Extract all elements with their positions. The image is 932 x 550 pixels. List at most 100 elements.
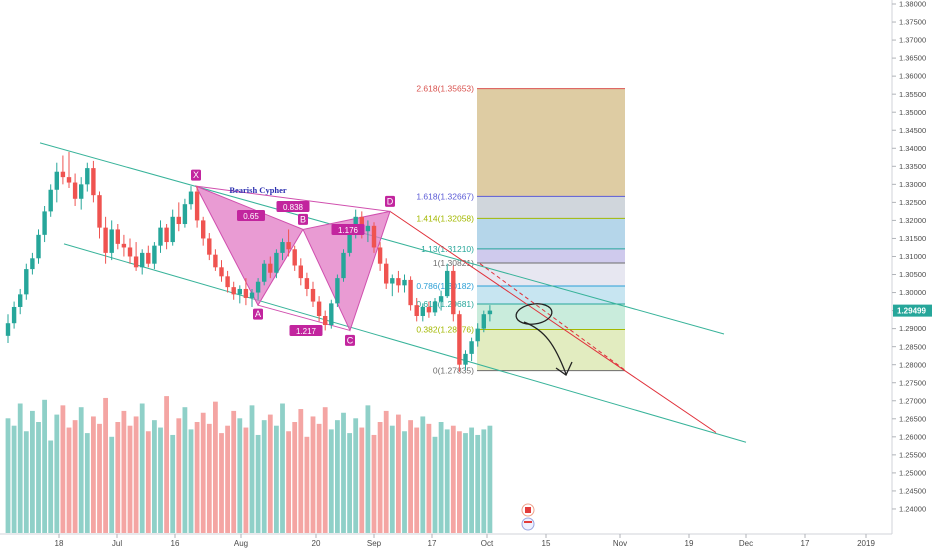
candle-body (231, 287, 236, 295)
volume-bar (371, 434, 377, 533)
pattern-xd-line (195, 185, 391, 212)
y-axis: 1.38000 1.37500 1.37000 1.36500 1.36000 1.355… (891, 0, 932, 550)
fib-band (477, 262, 625, 286)
volume-bar (341, 412, 346, 533)
candle (127, 238, 133, 264)
candle (243, 278, 249, 306)
current-price-tag (893, 304, 932, 317)
volume-bar (359, 427, 365, 533)
candle (384, 258, 389, 289)
candle (255, 278, 261, 300)
candle-body (133, 256, 139, 268)
volume-bar (5, 418, 11, 533)
volume-bar (267, 414, 273, 533)
candle-body (298, 265, 303, 279)
candle (97, 191, 102, 239)
candle-body (390, 278, 395, 284)
volume-bar (396, 414, 401, 533)
candle (396, 270, 401, 293)
pattern-point-tag (345, 334, 355, 346)
volume-bar (249, 405, 255, 533)
pattern-point-label-c: C (347, 335, 354, 345)
candle (426, 301, 432, 318)
pattern-point-tag (191, 169, 201, 181)
candle (231, 281, 236, 300)
candle-body (158, 227, 163, 246)
candle-body (60, 171, 66, 178)
volume-bar (206, 423, 212, 533)
candle-body (85, 168, 90, 185)
volume-bar (30, 410, 35, 533)
candle (207, 233, 212, 261)
candle (121, 234, 127, 257)
candle (390, 274, 395, 297)
candle (457, 310, 462, 372)
candle (48, 184, 53, 217)
y-tick-label: 1.34500 (899, 126, 926, 135)
candle (72, 173, 78, 206)
candle (213, 249, 218, 271)
candle-body (188, 191, 194, 205)
volume-bar (243, 427, 249, 533)
candle-body (36, 234, 41, 259)
candle-body (91, 168, 96, 196)
x-tick-label: Jul (112, 539, 122, 548)
candle (274, 249, 279, 279)
fib-level-label: 1.618(1.32667) (416, 191, 474, 201)
y-tick-label: 1.32500 (899, 198, 926, 207)
ratio-tag (289, 325, 323, 336)
pattern-point-tag (253, 308, 263, 320)
volume-bar (475, 434, 481, 533)
candle-body (121, 243, 127, 248)
candle-body (11, 306, 17, 324)
x-axis: 18 Jul 16 Aug 20 Sep 17 Oct 15 Nov 19 Dec 17 2019 (0, 533, 892, 548)
volume-bar (347, 433, 352, 533)
y-tick-label: 1.36000 (899, 72, 926, 81)
candle-body (30, 258, 35, 270)
candle-body (201, 220, 206, 239)
candle (292, 245, 297, 271)
y-tick-label: 1.37000 (899, 36, 926, 45)
volume-bar (66, 427, 72, 533)
candle-body (451, 270, 456, 315)
volume-bar (103, 397, 108, 533)
volume-bar (286, 431, 291, 533)
candle-body (420, 306, 425, 316)
hand-drawn-arrow-head (555, 361, 573, 376)
candle (463, 350, 468, 371)
candle (432, 297, 438, 316)
candle (420, 303, 425, 322)
volume-bar (11, 425, 17, 533)
flag-us-stripe-icon (524, 521, 532, 523)
y-tick-label: 1.37500 (899, 18, 926, 27)
candle (85, 162, 90, 192)
x-tick-label: 17 (801, 539, 810, 548)
candle-body (426, 306, 432, 313)
volume-bar (176, 418, 182, 533)
fib-level-label: 0(1.27835) (433, 366, 474, 376)
fib-level-label: 2.618(1.35653) (416, 84, 474, 94)
ratio-tag (331, 224, 365, 235)
candle-body (42, 211, 47, 235)
candle (133, 242, 139, 271)
volume-bar (127, 425, 133, 533)
volume-bar (414, 427, 420, 533)
candle (249, 288, 255, 307)
volume-bar (420, 416, 426, 533)
candle (158, 220, 163, 253)
candle (188, 186, 194, 210)
volume-bar (182, 407, 188, 533)
volume-bar (145, 431, 151, 533)
candle (341, 249, 346, 282)
candle (140, 249, 145, 275)
candle-body (255, 281, 261, 293)
volume-bar (463, 433, 468, 533)
y-tick-label: 1.24500 (899, 487, 926, 496)
candle-body (475, 328, 480, 342)
candle-body (268, 263, 273, 273)
candle (487, 305, 493, 322)
volume-bar (42, 399, 47, 533)
candle (109, 220, 114, 261)
candle (115, 224, 120, 250)
ratio-label: 1.217 (296, 327, 317, 336)
